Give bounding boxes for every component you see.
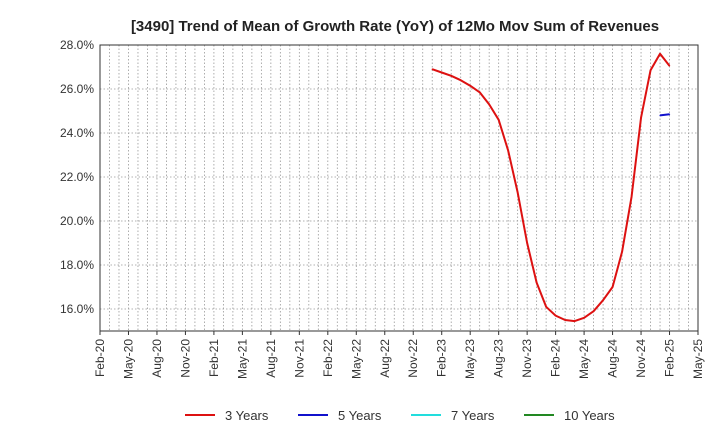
data-point bbox=[536, 282, 538, 284]
x-axis: Feb-20 May-20 Aug-20 Nov-20 Feb-21 May-21 Aug-… bbox=[93, 331, 705, 379]
x-tick-label: Feb-23 bbox=[435, 339, 449, 377]
x-tick-label: Aug-24 bbox=[606, 339, 620, 378]
data-point bbox=[507, 150, 509, 152]
x-tick-label: Aug-22 bbox=[378, 339, 392, 378]
data-point bbox=[640, 117, 642, 119]
x-tick-label: May-23 bbox=[463, 339, 477, 379]
x-tick-label: Feb-25 bbox=[663, 339, 677, 377]
x-tick-label: Aug-20 bbox=[150, 339, 164, 378]
data-point bbox=[441, 71, 443, 74]
y-axis: 16.0% 18.0% 20.0% 22.0% 24.0% 26.0% 28.0% bbox=[60, 38, 94, 316]
data-point bbox=[659, 114, 661, 116]
y-tick-label: 20.0% bbox=[60, 214, 94, 228]
x-tick-label: Feb-22 bbox=[321, 339, 335, 377]
data-point bbox=[611, 286, 614, 288]
y-tick-label: 24.0% bbox=[60, 126, 94, 140]
data-point bbox=[545, 306, 547, 308]
y-tick-label: 26.0% bbox=[60, 82, 94, 96]
x-tick-label: Nov-23 bbox=[520, 339, 534, 378]
series-line-3-years bbox=[431, 52, 671, 323]
legend: 3 Years 5 Years 7 Years 10 Years bbox=[185, 408, 615, 423]
data-point bbox=[668, 113, 671, 115]
x-tick-label: Nov-20 bbox=[178, 339, 192, 378]
data-point bbox=[592, 310, 595, 312]
data-point bbox=[431, 68, 433, 70]
y-tick-label: 22.0% bbox=[60, 170, 94, 184]
data-point bbox=[488, 103, 490, 105]
plot-frame bbox=[99, 44, 699, 332]
x-tick-label: Nov-24 bbox=[634, 339, 648, 378]
data-point bbox=[498, 119, 500, 121]
data-point bbox=[517, 191, 519, 193]
series-lines bbox=[431, 52, 671, 323]
data-point bbox=[450, 75, 452, 77]
data-point bbox=[621, 251, 623, 253]
data-point bbox=[583, 317, 585, 319]
data-point bbox=[526, 242, 528, 244]
data-point bbox=[564, 319, 566, 321]
data-point bbox=[469, 85, 471, 87]
legend-label: 3 Years bbox=[225, 408, 269, 423]
x-tick-label: Aug-21 bbox=[264, 339, 278, 378]
x-tick-label: Nov-22 bbox=[406, 339, 420, 378]
grid bbox=[100, 44, 698, 331]
data-point bbox=[630, 196, 633, 198]
data-point bbox=[555, 315, 557, 317]
series-line-5-years bbox=[659, 113, 670, 117]
data-point bbox=[659, 53, 661, 55]
x-tick-label: Nov-21 bbox=[292, 339, 306, 378]
data-point bbox=[668, 65, 671, 67]
x-tick-label: May-22 bbox=[349, 339, 363, 379]
data-point bbox=[649, 69, 652, 71]
data-point bbox=[460, 79, 462, 81]
x-tick-label: Aug-23 bbox=[492, 339, 506, 378]
y-tick-label: 28.0% bbox=[60, 38, 94, 52]
legend-label: 5 Years bbox=[338, 408, 382, 423]
data-point bbox=[602, 299, 604, 301]
legend-label: 10 Years bbox=[564, 408, 615, 423]
y-tick-label: 16.0% bbox=[60, 302, 94, 316]
x-tick-label: May-24 bbox=[577, 339, 591, 379]
data-point bbox=[574, 320, 576, 322]
legend-label: 7 Years bbox=[451, 408, 495, 423]
y-tick-label: 18.0% bbox=[60, 258, 94, 272]
x-tick-label: May-20 bbox=[121, 339, 135, 379]
data-point bbox=[479, 91, 481, 93]
x-tick-label: Feb-20 bbox=[93, 339, 107, 377]
chart-title: [3490] Trend of Mean of Growth Rate (YoY… bbox=[131, 18, 659, 35]
x-tick-label: Feb-21 bbox=[207, 339, 221, 377]
x-tick-label: May-21 bbox=[235, 339, 249, 379]
x-tick-label: Feb-24 bbox=[549, 339, 563, 377]
x-tick-label: May-25 bbox=[691, 339, 705, 379]
